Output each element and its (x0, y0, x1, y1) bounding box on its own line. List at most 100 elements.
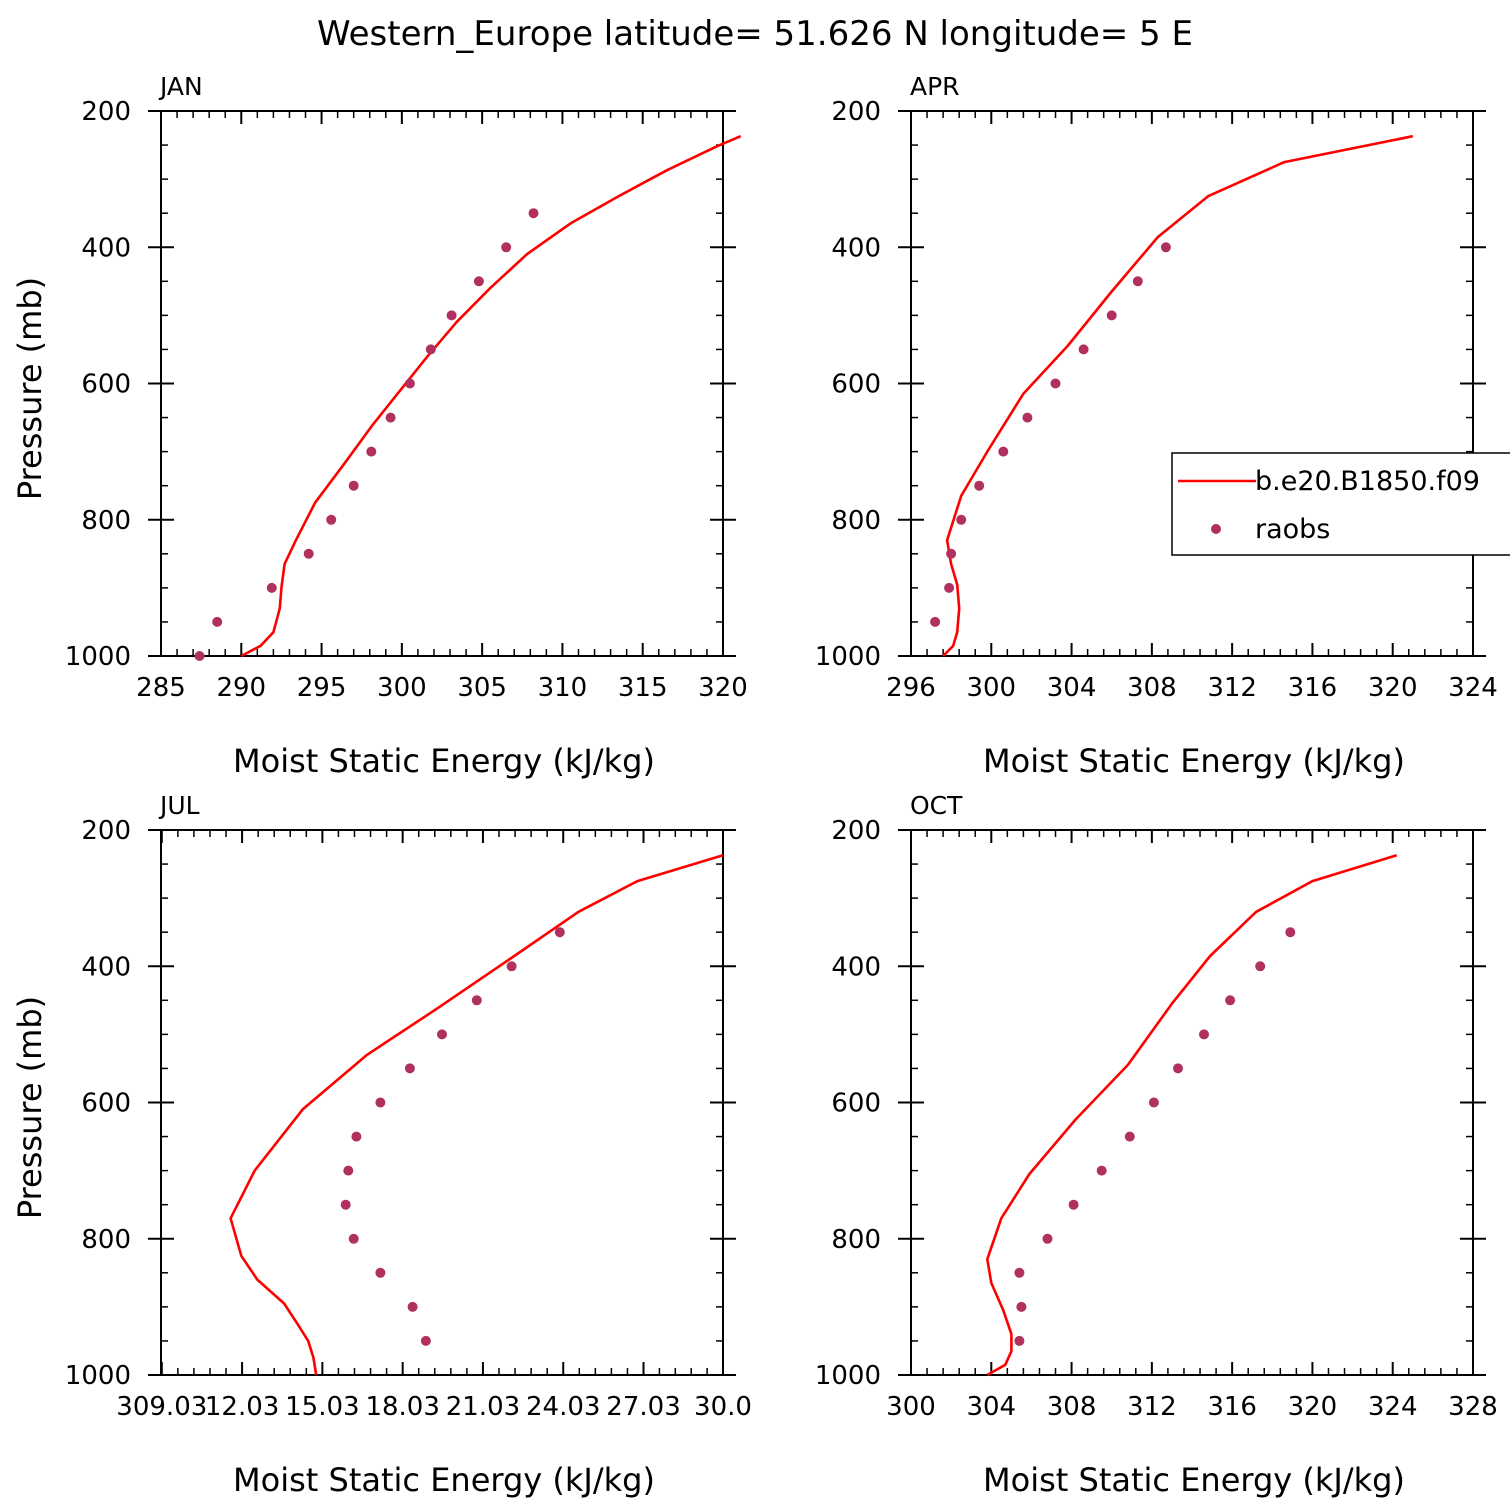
raobs-point (212, 616, 223, 627)
raobs-point (326, 514, 337, 525)
y-tick-label: 400 (81, 952, 131, 982)
raobs-point (944, 582, 955, 593)
legend-obs-swatch (1211, 524, 1221, 534)
raobs-point (1016, 1301, 1027, 1312)
raobs-point (1225, 995, 1236, 1006)
raobs-point (1255, 961, 1266, 972)
legend: b.e20.B1850.f09 raobs (1171, 452, 1510, 556)
figure-title: Western_Europe latitude= 51.626 N longit… (317, 14, 1193, 54)
y-tick-label: 800 (81, 506, 131, 536)
raobs-point (974, 480, 985, 491)
x-tick-label: 300 (377, 673, 427, 703)
y-tick-label: 200 (831, 97, 881, 127)
raobs-point (1042, 1233, 1053, 1244)
y-tick-label: 400 (831, 233, 881, 263)
raobs-point (1285, 927, 1296, 938)
y-tick-label: 1000 (65, 642, 131, 672)
raobs-point (1160, 242, 1171, 253)
raobs-point (1148, 1097, 1159, 1108)
raobs-point (946, 548, 957, 559)
raobs-point (437, 1029, 447, 1040)
x-tick-label: 290 (216, 673, 266, 703)
raobs-point (303, 548, 314, 559)
raobs-point (404, 378, 415, 389)
raobs-point (1199, 1029, 1209, 1040)
x-axis-label: Moist Static Energy (kJ/kg) (233, 742, 655, 780)
panel-label: APR (910, 72, 960, 101)
panel-label: OCT (910, 791, 963, 820)
x-tick-label: 305 (457, 673, 507, 703)
x-tick-label: 328 (1448, 1392, 1498, 1422)
x-tick-label: 300 (966, 673, 1016, 703)
plot-frame (160, 110, 724, 657)
panel-apr: APR 296 300 304 308 312 316 320 324 200 400 600 800 1… (815, 72, 1498, 780)
x-tick-label: 300 (886, 1392, 936, 1422)
x-axis-label: Moist Static Energy (kJ/kg) (983, 742, 1405, 780)
raobs-point (366, 446, 377, 457)
x-tick-label: 312 (1127, 1392, 1177, 1422)
panel-oct: OCT 300 304 308 312 316 320 324 328 200 400 600 800 1… (815, 791, 1498, 1499)
x-tick-label: 304 (1047, 673, 1097, 703)
legend-obs-label: raobs (1255, 514, 1330, 545)
raobs-point (1078, 344, 1089, 355)
x-tick-label: 295 (297, 673, 347, 703)
raobs-point (348, 480, 359, 491)
y-tick-label: 600 (81, 370, 131, 400)
y-tick-label: 200 (81, 97, 131, 127)
x-tick-label: 21.03 (446, 1392, 520, 1422)
y-tick-label: 400 (81, 233, 131, 263)
raobs-point (471, 995, 482, 1006)
raobs-point (343, 1165, 354, 1176)
raobs-point (1014, 1267, 1025, 1278)
x-tick-label: 18.03 (365, 1392, 439, 1422)
raobs-point (506, 961, 517, 972)
x-tick-label: 15.03 (285, 1392, 359, 1422)
x-tick-label: 27.03 (606, 1392, 680, 1422)
x-tick-label: 324 (1448, 673, 1498, 703)
y-tick-label: 800 (831, 1225, 881, 1255)
raobs-point (554, 927, 565, 938)
raobs-point (340, 1199, 351, 1210)
raobs-point (1022, 412, 1033, 423)
x-tick-label: 309.03 (116, 1392, 207, 1422)
panel-label: JUL (158, 791, 200, 820)
raobs-point (1050, 378, 1061, 389)
raobs-point (1068, 1199, 1079, 1210)
raobs-point (1096, 1165, 1107, 1176)
x-tick-label: 320 (1368, 673, 1418, 703)
y-tick-label: 1000 (65, 1361, 131, 1391)
x-tick-label: 12.03 (205, 1392, 279, 1422)
model-line (985, 853, 1398, 1377)
x-tick-label: 308 (1047, 1392, 1097, 1422)
raobs-point (375, 1267, 386, 1278)
panel-label: JAN (158, 72, 203, 101)
raobs-point (194, 651, 205, 661)
raobs-point (407, 1301, 418, 1312)
raobs-point (473, 276, 484, 287)
raobs-point (375, 1097, 386, 1108)
x-tick-label: 24.03 (526, 1392, 600, 1422)
raobs-point (404, 1063, 415, 1074)
x-tick-label: 30.0 (694, 1392, 752, 1422)
raobs-point (385, 412, 396, 423)
raobs-point (501, 242, 512, 253)
raobs-point (425, 344, 436, 355)
y-tick-label: 800 (831, 506, 881, 536)
x-tick-label: 285 (136, 673, 186, 703)
raobs-point (1124, 1131, 1135, 1142)
y-tick-label: 600 (831, 370, 881, 400)
y-tick-label: 600 (831, 1089, 881, 1119)
raobs-point (956, 514, 967, 525)
model-line (229, 853, 724, 1376)
model-line (240, 135, 742, 658)
raobs-point (528, 208, 539, 219)
x-tick-label: 316 (1207, 1392, 1257, 1422)
x-axis-label: Moist Static Energy (kJ/kg) (233, 1461, 655, 1499)
x-tick-label: 324 (1368, 1392, 1418, 1422)
x-tick-label: 315 (618, 673, 668, 703)
y-tick-label: 600 (81, 1089, 131, 1119)
raobs-point (1014, 1335, 1025, 1346)
raobs-point (1106, 310, 1117, 321)
raobs-point (351, 1131, 362, 1142)
